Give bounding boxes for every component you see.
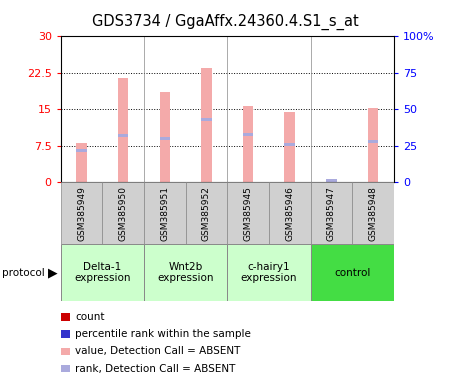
Bar xyxy=(368,140,378,143)
Text: GSM385948: GSM385948 xyxy=(369,186,378,240)
Bar xyxy=(243,106,253,182)
Bar xyxy=(201,68,212,182)
Text: value, Detection Call = ABSENT: value, Detection Call = ABSENT xyxy=(75,346,240,356)
Bar xyxy=(160,137,170,140)
Bar xyxy=(201,118,212,121)
Bar xyxy=(227,182,269,244)
Text: percentile rank within the sample: percentile rank within the sample xyxy=(75,329,251,339)
Text: ▶: ▶ xyxy=(48,266,58,279)
Bar xyxy=(227,244,310,301)
Bar xyxy=(61,244,144,301)
Bar xyxy=(144,244,227,301)
Bar xyxy=(144,182,185,244)
Text: count: count xyxy=(75,312,105,322)
Bar xyxy=(185,182,227,244)
Text: GSM385947: GSM385947 xyxy=(327,186,336,240)
Text: GSM385946: GSM385946 xyxy=(285,186,294,240)
Bar xyxy=(326,179,337,183)
Bar xyxy=(310,182,352,244)
Bar xyxy=(269,182,310,244)
Bar xyxy=(76,142,87,182)
Text: GSM385945: GSM385945 xyxy=(243,186,252,240)
Bar xyxy=(352,182,394,244)
Bar xyxy=(160,93,170,182)
Bar xyxy=(61,182,103,244)
Bar xyxy=(243,132,253,136)
Text: GSM385949: GSM385949 xyxy=(77,186,86,240)
Text: Delta-1
expression: Delta-1 expression xyxy=(74,262,130,283)
Bar xyxy=(284,113,295,182)
Bar xyxy=(103,182,144,244)
Text: GSM385951: GSM385951 xyxy=(160,185,169,241)
Text: Wnt2b
expression: Wnt2b expression xyxy=(158,262,214,283)
Bar xyxy=(118,134,128,137)
Text: c-hairy1
expression: c-hairy1 expression xyxy=(241,262,297,283)
Text: GDS3734 / GgaAffx.24360.4.S1_s_at: GDS3734 / GgaAffx.24360.4.S1_s_at xyxy=(92,13,358,30)
Bar xyxy=(76,149,87,152)
Text: rank, Detection Call = ABSENT: rank, Detection Call = ABSENT xyxy=(75,364,235,374)
Bar xyxy=(368,108,378,182)
Bar xyxy=(310,244,394,301)
Text: control: control xyxy=(334,268,370,278)
Bar xyxy=(326,181,337,182)
Bar xyxy=(118,78,128,182)
Text: GSM385952: GSM385952 xyxy=(202,186,211,240)
Text: GSM385950: GSM385950 xyxy=(119,185,128,241)
Text: protocol: protocol xyxy=(2,268,45,278)
Bar xyxy=(284,143,295,146)
